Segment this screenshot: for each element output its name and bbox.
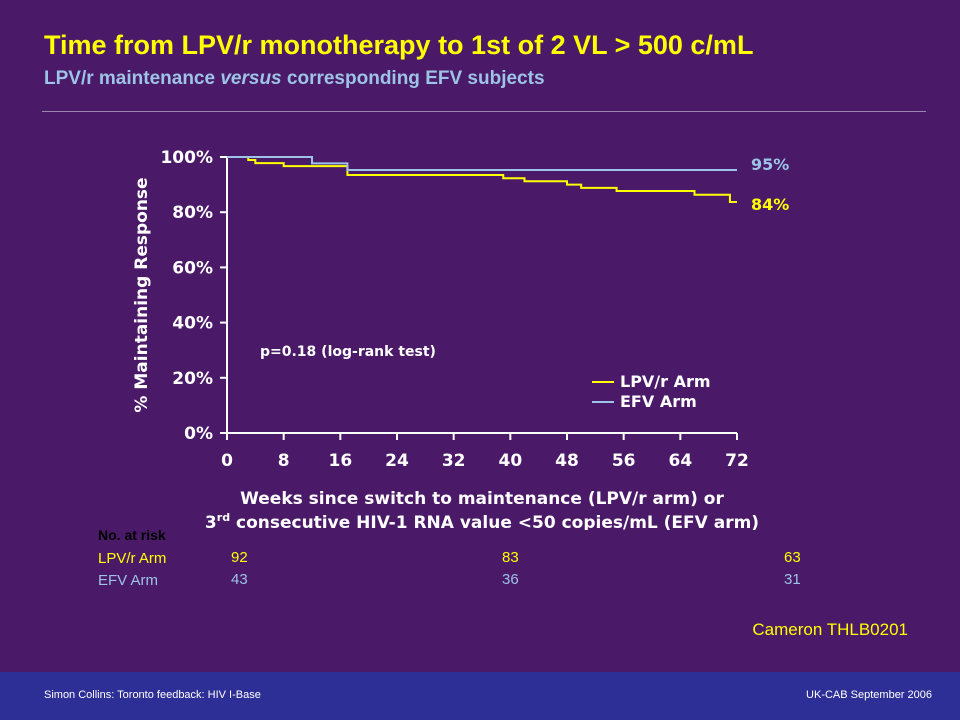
y-tick-label: 80% (172, 203, 213, 223)
legend-label-efv: EFV Arm (620, 392, 697, 411)
y-tick-label: 40% (172, 314, 213, 334)
risk-lpv-40: 83 (502, 549, 519, 566)
risk-row-label-lpv: LPV/r Arm (98, 550, 167, 567)
y-tick-label: 20% (172, 369, 213, 389)
x-tick-label: 72 (725, 451, 749, 471)
chart-labels: % Maintaining Response Weeks since switch… (132, 155, 789, 530)
y-tick-label: 0% (184, 424, 213, 444)
title-divider (42, 111, 926, 112)
x-axis-label-ordinal: 3 (205, 513, 217, 530)
risk-efv-72: 31 (784, 571, 801, 588)
x-axis-label-rest: consecutive HIV-1 RNA value <50 copies/m… (230, 513, 759, 530)
x-tick-label: 32 (442, 451, 466, 471)
chart-axes: 0% 20% 40% 60% 80% 100% 0 8 16 24 32 40 48 56 64 72 (160, 148, 748, 471)
slide-subtitle: LPV/r maintenance versus corresponding E… (44, 68, 545, 90)
subtitle-pre: LPV/r maintenance (44, 68, 221, 89)
x-tick-label: 64 (668, 451, 692, 471)
x-tick-label: 8 (278, 451, 290, 471)
risk-efv-0: 43 (231, 571, 248, 588)
y-tick-label: 60% (172, 258, 213, 278)
pvalue-annotation: p=0.18 (log-rank test) (260, 344, 436, 360)
y-tick-label: 100% (160, 148, 213, 168)
x-tick-label: 24 (385, 451, 409, 471)
km-chart: 0% 20% 40% 60% 80% 100% 0 8 16 24 32 40 48 56 64 72 % M… (132, 148, 789, 530)
subtitle-emphasis: versus (220, 68, 282, 89)
reference-citation: Cameron THLB0201 (752, 620, 908, 639)
x-tick-label: 16 (328, 451, 352, 471)
x-axis-label-superscript: rd (217, 511, 230, 524)
end-label-efv: 95% (751, 155, 789, 174)
risk-lpv-0: 92 (231, 549, 248, 566)
series-line-efv (227, 156, 737, 171)
x-tick-label: 56 (612, 451, 636, 471)
x-tick-label: 40 (498, 451, 522, 471)
chart-series (227, 156, 737, 203)
footer-right-text: UK-CAB September 2006 (806, 689, 932, 701)
x-tick-label: 0 (221, 451, 233, 471)
footer-left-text: Simon Collins: Toronto feedback: HIV I-B… (44, 689, 261, 701)
risk-table-header: No. at risk (98, 527, 166, 543)
risk-lpv-72: 63 (784, 549, 801, 566)
risk-efv-40: 36 (502, 571, 519, 588)
end-label-lpv: 84% (751, 195, 789, 214)
risk-row-label-efv: EFV Arm (98, 572, 159, 589)
x-axis-label-line2: 3rd consecutive HIV-1 RNA value <50 copi… (205, 511, 759, 530)
series-line-lpv (227, 156, 737, 203)
legend-label-lpv: LPV/r Arm (620, 372, 711, 391)
x-axis-label-line1: Weeks since switch to maintenance (LPV/r… (240, 489, 724, 509)
x-tick-label: 48 (555, 451, 579, 471)
subtitle-post: corresponding EFV subjects (281, 68, 545, 89)
slide-title: Time from LPV/r monotherapy to 1st of 2 … (44, 30, 754, 60)
footer-bar: Simon Collins: Toronto feedback: HIV I-B… (0, 672, 960, 720)
y-axis-label: % Maintaining Response (132, 177, 152, 412)
